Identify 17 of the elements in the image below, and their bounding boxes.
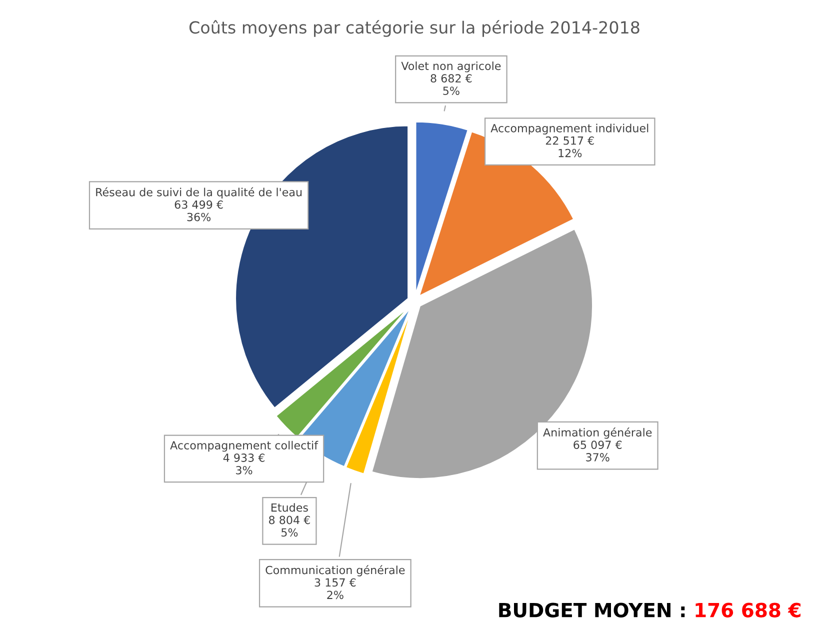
- data-label: 65 097 € 37%: [574, 440, 622, 462]
- slice-label: Animation générale: [543, 428, 652, 439]
- data-label: 8 682 € 5%: [430, 74, 472, 95]
- text: BUDGET MOYEN :: [499, 602, 685, 618]
- data-label: 63 499 € 36%: [174, 200, 223, 222]
- slice-label: Communication générale: [266, 565, 405, 576]
- data-label: 22 517 € 12%: [546, 136, 594, 158]
- data-label: 4 933 € 3%: [223, 454, 264, 474]
- slice-label: Accompagnement individuel: [490, 124, 648, 135]
- data-label: 8 804 € 5%: [269, 516, 310, 537]
- chart-title: Coûts moyens par catégorie sur la période 2014-2018: [189, 20, 640, 37]
- slice-label: Accompagnement collectif: [170, 440, 318, 452]
- text: 176 688 €: [696, 602, 800, 618]
- slice-label: Réseau de suivi de la qualité de l'eau: [96, 187, 302, 198]
- data-label: 3 157 € 2%: [314, 578, 356, 600]
- slice-label: Etudes: [272, 503, 308, 512]
- slice-label: Volet non agricole: [401, 62, 501, 72]
